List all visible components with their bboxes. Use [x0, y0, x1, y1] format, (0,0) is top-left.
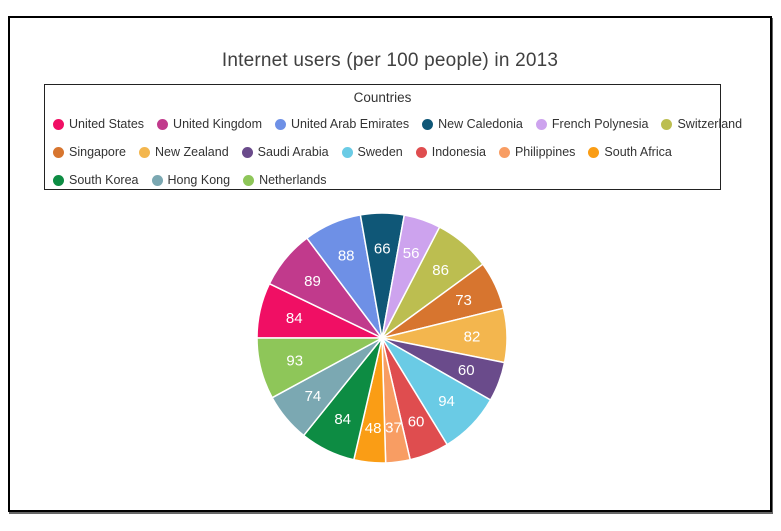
- legend-label: United Arab Emirates: [291, 117, 410, 131]
- legend-label: Philippines: [514, 145, 576, 159]
- legend-label: South Korea: [69, 173, 139, 187]
- pie-slice-label: 82: [464, 328, 481, 345]
- legend-label: French Polynesia: [551, 117, 649, 131]
- legend-item-sweden[interactable]: Sweden: [341, 145, 403, 159]
- legend-swatch-icon: [139, 146, 150, 158]
- legend-label: Switzerland: [677, 117, 743, 131]
- legend-label: New Zealand: [155, 145, 229, 159]
- pie-slice-label: 93: [286, 352, 303, 369]
- pie-slice-label: 60: [458, 362, 475, 379]
- legend-item-new-caledonia[interactable]: New Caledonia: [422, 117, 523, 131]
- pie-slice-label: 84: [286, 310, 303, 327]
- legend-swatch-icon: [415, 146, 427, 158]
- legend-item-saudi-arabia[interactable]: Saudi Arabia: [241, 145, 329, 159]
- legend-swatch-icon: [243, 174, 255, 186]
- legend-item-new-zealand[interactable]: New Zealand: [139, 145, 229, 159]
- pie-slice-label: 89: [304, 273, 321, 290]
- legend-item-singapore[interactable]: Singapore: [53, 145, 126, 159]
- chart-frame: Internet users (per 100 people) in 2013 …: [8, 16, 772, 512]
- legend-swatch-icon: [341, 146, 353, 158]
- legend-rows: United States United Kingdom United Arab E…: [45, 107, 742, 194]
- pie-slice-label: 74: [305, 388, 322, 405]
- pie-slice-label: 88: [338, 248, 355, 265]
- legend-label: Hong Kong: [167, 173, 231, 187]
- pie-slice-netherlands[interactable]: [256, 337, 383, 399]
- legend-label: Saudi Arabia: [257, 145, 329, 159]
- legend-label: Singapore: [69, 145, 126, 159]
- legend-row: Singapore New Zealand Saudi Arabia Sweden In…: [53, 138, 720, 166]
- legend-item-united-arab-emirates[interactable]: United Arab Emirates: [275, 117, 409, 131]
- legend-label: United Kingdom: [173, 117, 262, 131]
- legend-swatch-icon: [53, 174, 64, 186]
- legend-title: Countries: [353, 90, 412, 105]
- chart-title: Internet users (per 100 people) in 2013: [221, 50, 559, 71]
- legend-item-united-states[interactable]: United States: [53, 117, 144, 131]
- legend-item-philippines[interactable]: Philippines: [498, 145, 576, 159]
- legend-swatch-icon: [588, 146, 600, 158]
- legend-item-south-africa[interactable]: South Africa: [588, 145, 672, 159]
- pie-slice-label: 66: [374, 240, 391, 257]
- pie-slice-label: 56: [403, 245, 420, 262]
- legend-label: United States: [69, 117, 145, 131]
- legend-label: Netherlands: [259, 173, 327, 187]
- legend-row: United States United Kingdom United Arab E…: [53, 110, 742, 138]
- pie-slice-label: 48: [365, 420, 382, 437]
- legend-item-south-korea[interactable]: South Korea: [53, 173, 139, 187]
- legend-swatch-icon: [151, 174, 163, 186]
- pie-slice-label: 86: [432, 262, 449, 279]
- legend-swatch-icon: [157, 118, 169, 130]
- legend-swatch-icon: [53, 118, 64, 130]
- pie-slice-label: 73: [455, 292, 472, 309]
- legend-swatch-icon: [53, 146, 64, 158]
- legend-item-indonesia[interactable]: Indonesia: [415, 145, 486, 159]
- legend-label: Indonesia: [431, 145, 486, 159]
- legend-item-french-polynesia[interactable]: French Polynesia: [535, 117, 649, 131]
- legend-item-hong-kong[interactable]: Hong Kong: [151, 173, 231, 187]
- legend-item-united-kingdom[interactable]: United Kingdom: [157, 117, 262, 131]
- legend-label: New Caledonia: [438, 117, 523, 131]
- pie-slice-label: 60: [408, 414, 425, 431]
- legend-swatch-icon: [275, 118, 286, 130]
- legend-box: Countries United States United Kingdom Uni…: [44, 84, 742, 190]
- legend-swatch-icon: [535, 118, 547, 130]
- legend-swatch-icon: [498, 146, 510, 158]
- legend-row: South Korea Hong Kong Netherlands: [53, 166, 720, 194]
- pie-slice-label: 37: [385, 420, 402, 437]
- legend-swatch-icon: [422, 118, 434, 130]
- legend-label: Sweden: [357, 145, 403, 159]
- legend-item-switzerland[interactable]: Switzerland: [661, 117, 742, 131]
- legend-item-netherlands[interactable]: Netherlands: [243, 173, 326, 187]
- legend-swatch-icon: [661, 118, 673, 130]
- pie-slice-label: 84: [334, 411, 351, 428]
- legend-swatch-icon: [241, 146, 253, 158]
- legend-label: South Africa: [604, 145, 672, 159]
- pie-slice-label: 94: [438, 393, 455, 410]
